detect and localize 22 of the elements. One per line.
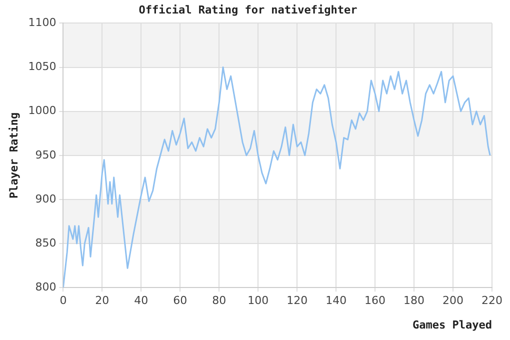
x-tick-label: 20 xyxy=(95,294,110,308)
y-tick-label: 900 xyxy=(35,192,56,206)
x-tick-label: 180 xyxy=(404,294,425,308)
x-tick-label: 80 xyxy=(212,294,226,308)
x-tick-label: 100 xyxy=(248,294,269,308)
y-tick-label: 850 xyxy=(35,236,56,250)
y-tick-label: 1100 xyxy=(28,16,56,30)
x-tick-label: 140 xyxy=(326,294,347,308)
x-tick-label: 120 xyxy=(286,294,308,308)
y-axis-title: Player Rating xyxy=(7,112,20,198)
x-tick-label: 0 xyxy=(60,294,67,308)
x-tick-label: 40 xyxy=(134,294,148,308)
y-tick-label: 950 xyxy=(35,148,56,162)
x-tick-label: 160 xyxy=(364,294,386,308)
chart-title: Official Rating for nativefighter xyxy=(138,3,358,16)
y-tick-label: 1050 xyxy=(28,60,56,74)
x-tick-label: 220 xyxy=(482,294,502,308)
y-tick-label: 1000 xyxy=(28,104,56,118)
y-tick-label: 800 xyxy=(35,280,56,294)
x-tick-label: 200 xyxy=(442,294,464,308)
x-axis-title: Games Played xyxy=(412,318,492,332)
x-tick-label: 60 xyxy=(173,294,188,308)
